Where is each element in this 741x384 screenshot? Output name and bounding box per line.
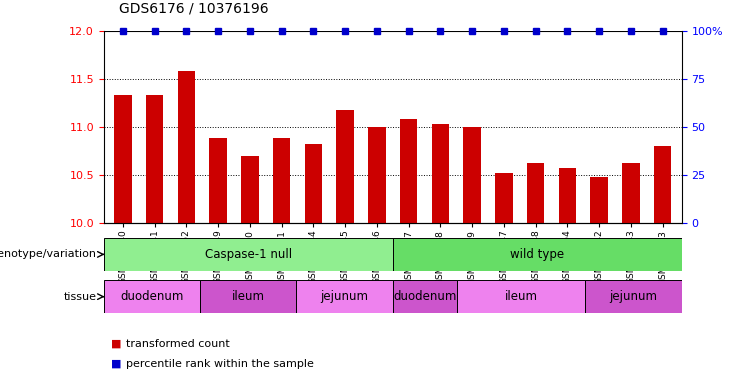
Text: wild type: wild type	[510, 248, 565, 261]
Bar	[241, 156, 259, 223]
Text: ileum: ileum	[232, 290, 265, 303]
Bar	[591, 177, 608, 223]
Text: percentile rank within the sample: percentile rank within the sample	[126, 359, 314, 369]
Bar	[585, 280, 682, 313]
Text: genotype/variation: genotype/variation	[0, 249, 96, 260]
Bar	[296, 280, 393, 313]
Text: duodenum: duodenum	[120, 290, 184, 303]
Bar	[146, 95, 163, 223]
Bar	[559, 168, 576, 223]
Bar	[654, 146, 671, 223]
Text: Caspase-1 null: Caspase-1 null	[205, 248, 292, 261]
Text: jejunum: jejunum	[610, 290, 657, 303]
Bar	[622, 163, 639, 223]
Text: tissue: tissue	[63, 291, 96, 302]
Text: duodenum: duodenum	[393, 290, 456, 303]
Bar	[368, 127, 385, 223]
Text: GDS6176 / 10376196: GDS6176 / 10376196	[119, 2, 268, 15]
Bar	[104, 238, 393, 271]
Bar	[104, 280, 200, 313]
Bar	[178, 71, 195, 223]
Bar	[431, 124, 449, 223]
Bar	[114, 95, 132, 223]
Bar	[305, 144, 322, 223]
Text: ■: ■	[111, 339, 122, 349]
Bar	[209, 138, 227, 223]
Bar	[200, 280, 296, 313]
Bar	[336, 111, 353, 223]
Bar	[463, 127, 481, 223]
Bar	[400, 119, 417, 223]
Bar	[393, 280, 457, 313]
Text: ■: ■	[111, 359, 122, 369]
Bar	[527, 163, 545, 223]
Text: ileum: ileum	[505, 290, 538, 303]
Text: jejunum: jejunum	[321, 290, 368, 303]
Bar	[495, 173, 513, 223]
Bar	[457, 280, 585, 313]
Text: transformed count: transformed count	[126, 339, 230, 349]
Bar	[393, 238, 682, 271]
Bar	[273, 138, 290, 223]
